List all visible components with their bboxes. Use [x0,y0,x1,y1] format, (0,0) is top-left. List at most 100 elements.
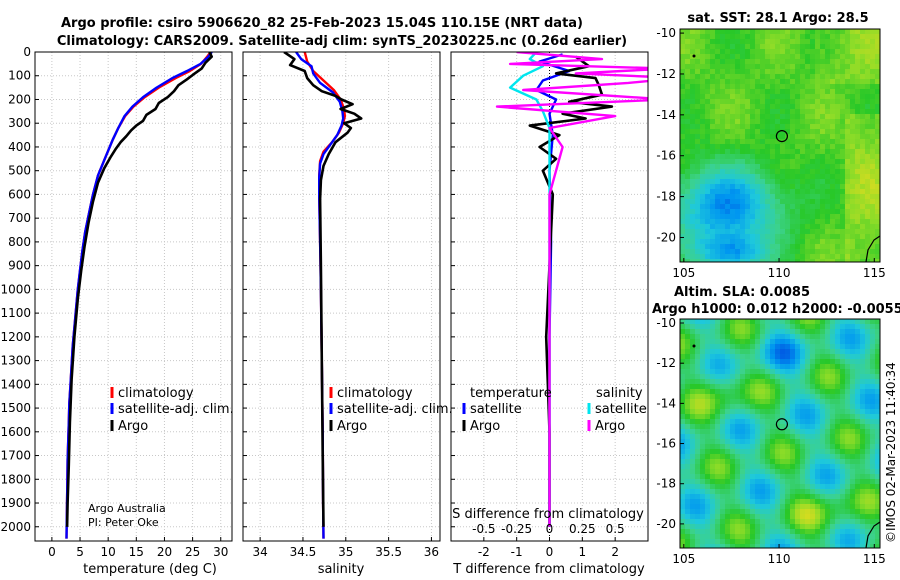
map-cell [840,529,846,535]
map-cell [685,84,691,90]
map-cell [750,529,756,535]
map-cell [860,154,866,160]
map-cell [685,259,691,262]
map-cell [730,114,736,120]
map-cell [790,464,796,470]
map-cell [875,259,880,262]
map-cell [800,189,806,195]
map-cell [725,539,731,545]
map-cell [690,454,696,460]
map-cell [865,194,871,200]
map-cell [690,434,696,440]
map-cell [815,89,821,95]
map-cell [730,354,736,360]
map-cell [825,159,831,165]
map-cell [785,144,791,150]
map-cell [725,244,731,250]
map-cell [815,504,821,510]
map-cell [870,219,876,225]
map-cell [680,484,686,490]
map-cell [715,164,721,170]
map-cell [750,34,756,40]
map-cell [815,339,821,345]
map-cell [730,379,736,385]
map-cell [830,374,836,380]
map-cell [790,59,796,65]
map-cell [750,499,756,505]
map-cell [760,204,766,210]
map-cell [700,134,706,140]
map-cell [720,499,726,505]
map-cell [725,89,731,95]
map-cell [700,54,706,60]
map-cell [855,359,861,365]
map-cell [815,199,821,205]
map-cell [805,114,811,120]
map-cell [870,409,876,415]
map-cell [715,174,721,180]
map-cell [870,194,876,200]
map-cell [715,409,721,415]
map-cell [685,169,691,175]
map-cell [730,174,736,180]
map-cell [795,29,801,35]
map-cell [700,474,706,480]
map-cell [795,364,801,370]
map-cell [825,184,831,190]
map-cell [750,524,756,530]
map-cell [705,504,711,510]
map-cell [810,224,816,230]
map-cell [720,364,726,370]
map-cell [815,379,821,385]
map-cell [720,69,726,75]
map-cell [750,489,756,495]
map-cell [690,49,696,55]
map-cell [835,39,841,45]
map-cell [810,494,816,500]
map-cell [855,244,861,250]
map-cell [840,134,846,140]
map-cell [690,179,696,185]
map-cell [810,64,816,70]
map-cell [855,134,861,140]
map-cell [725,474,731,480]
map-cell [775,499,781,505]
map-cell [820,219,826,225]
map-cell [770,224,776,230]
map-cell [805,334,811,340]
map-cell [705,104,711,110]
map-cell [740,184,746,190]
map-cell [785,409,791,415]
map-cell [785,384,791,390]
map-cell [825,39,831,45]
map-cell [820,459,826,465]
map-cell [745,219,751,225]
map-cell [850,99,856,105]
map-cell [870,419,876,425]
map-cell [835,239,841,245]
map-cell [785,229,791,235]
map-cell [785,239,791,245]
map-cell [715,139,721,145]
map-cell [830,74,836,80]
map-cell [805,529,811,535]
map-cell [855,334,861,340]
map-cell [870,319,876,325]
map-cell [720,379,726,385]
map-cell [735,159,741,165]
map-cell [725,414,731,420]
map-cell [710,114,716,120]
map-cell [720,539,726,545]
map-cell [865,54,871,60]
map-cell [695,254,701,260]
map-cell [715,329,721,335]
map-cell [680,339,686,345]
map-cell [760,529,766,535]
map-cell [765,254,771,260]
map-cell [705,64,711,70]
map-cell [710,104,716,110]
map-cell [815,509,821,515]
map-cell [810,419,816,425]
map-cell [850,69,856,75]
map-cell [840,324,846,330]
